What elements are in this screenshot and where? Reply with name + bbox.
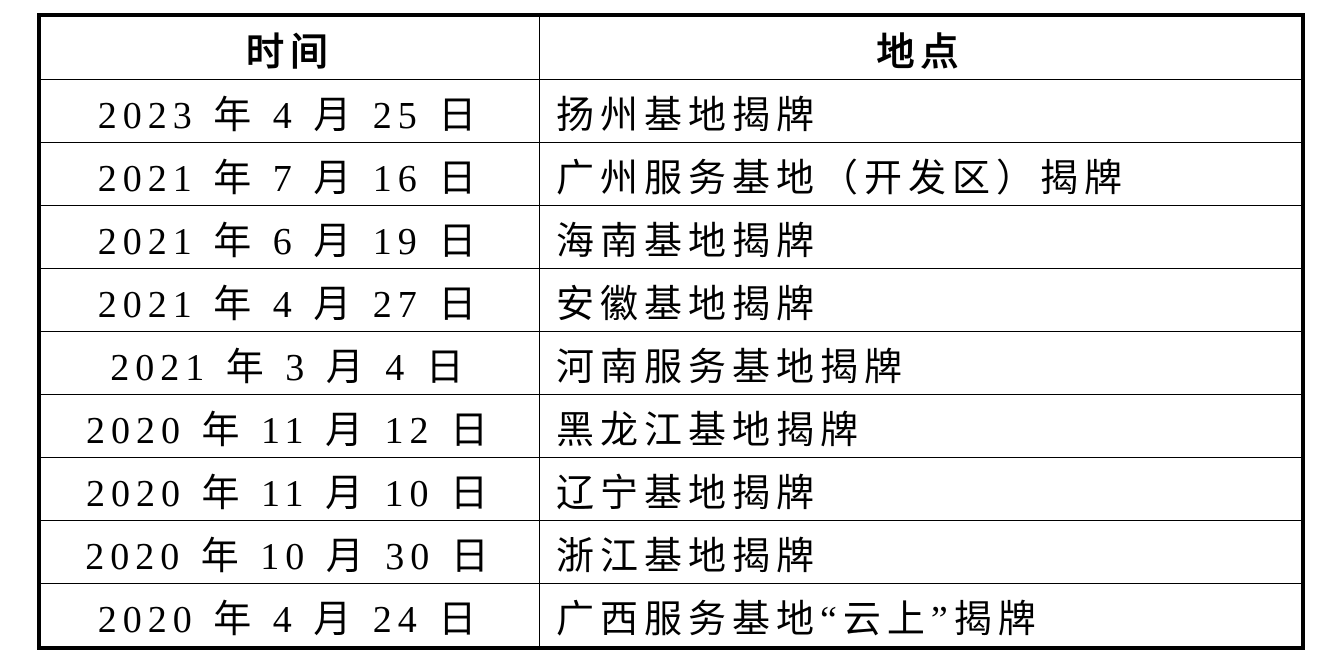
table-row: 2023 年 4 月 25 日扬州基地揭牌 [38, 79, 1304, 143]
header-place: 地点 [539, 14, 1304, 80]
cell-place: 浙江基地揭牌 [539, 520, 1304, 584]
cell-time: 2020 年 4 月 24 日 [38, 583, 540, 649]
cell-place: 扬州基地揭牌 [539, 79, 1304, 143]
table-row: 2021 年 4 月 27 日安徽基地揭牌 [38, 268, 1304, 332]
table-row: 2020 年 10 月 30 日浙江基地揭牌 [38, 520, 1304, 584]
table-body: 2023 年 4 月 25 日扬州基地揭牌 2021 年 7 月 16 日广州服务… [38, 79, 1304, 649]
table-row: 2020 年 11 月 10 日辽宁基地揭牌 [38, 457, 1304, 521]
base-unveiling-table: 时间 地点 2023 年 4 月 25 日扬州基地揭牌 2021 年 7 月 16… [37, 13, 1305, 650]
cell-time: 2021 年 6 月 19 日 [38, 205, 540, 269]
table-row: 2021 年 7 月 16 日广州服务基地（开发区）揭牌 [38, 142, 1304, 206]
cell-place: 海南基地揭牌 [539, 205, 1304, 269]
cell-place: 广州服务基地（开发区）揭牌 [539, 142, 1304, 206]
header-time: 时间 [38, 14, 540, 80]
cell-place: 辽宁基地揭牌 [539, 457, 1304, 521]
cell-time: 2020 年 11 月 10 日 [38, 457, 540, 521]
cell-time: 2021 年 7 月 16 日 [38, 142, 540, 206]
table-row: 2021 年 6 月 19 日海南基地揭牌 [38, 205, 1304, 269]
cell-time: 2021 年 4 月 27 日 [38, 268, 540, 332]
table-row: 2020 年 11 月 12 日黑龙江基地揭牌 [38, 394, 1304, 458]
cell-time: 2021 年 3 月 4 日 [38, 331, 540, 395]
cell-place: 广西服务基地“云上”揭牌 [539, 583, 1304, 649]
table-row: 2021 年 3 月 4 日河南服务基地揭牌 [38, 331, 1304, 395]
cell-place: 黑龙江基地揭牌 [539, 394, 1304, 458]
cell-place: 河南服务基地揭牌 [539, 331, 1304, 395]
cell-place: 安徽基地揭牌 [539, 268, 1304, 332]
table-row: 2020 年 4 月 24 日广西服务基地“云上”揭牌 [38, 583, 1304, 649]
header-row: 时间 地点 [38, 14, 1304, 80]
cell-time: 2020 年 11 月 12 日 [38, 394, 540, 458]
cell-time: 2020 年 10 月 30 日 [38, 520, 540, 584]
cell-time: 2023 年 4 月 25 日 [38, 79, 540, 143]
